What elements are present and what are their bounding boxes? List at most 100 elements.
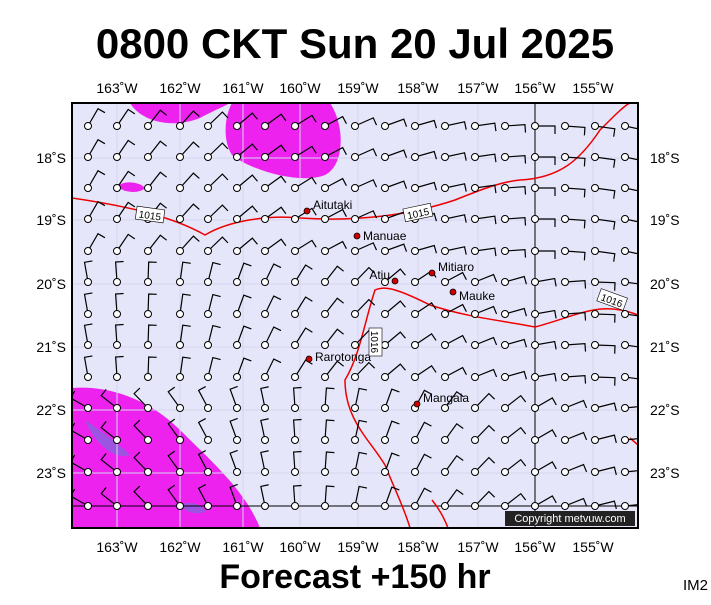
isobar-label-box xyxy=(402,202,434,223)
wind-barb xyxy=(100,453,118,473)
wind-station xyxy=(381,404,389,412)
place-dot xyxy=(353,232,361,240)
wind-station xyxy=(441,502,449,510)
wind-barb xyxy=(474,184,497,194)
wind-barb xyxy=(504,154,527,164)
wind-barb xyxy=(324,240,347,252)
lon-label-bottom: 157˚W xyxy=(457,539,499,555)
lon-label-top: 161˚W xyxy=(222,80,264,96)
wind-barb xyxy=(594,500,617,510)
wind-barb xyxy=(354,148,378,158)
wind-barb xyxy=(535,187,556,196)
wind-barb xyxy=(414,421,432,441)
wind-station xyxy=(233,341,241,349)
wind-barb xyxy=(147,109,167,127)
wind-station xyxy=(531,468,539,476)
wind-station xyxy=(261,341,269,349)
wind-barb xyxy=(354,361,376,378)
lon-label-top: 155˚W xyxy=(572,80,614,96)
wind-station xyxy=(291,247,299,255)
wind-station xyxy=(84,278,92,286)
wind-barb xyxy=(87,138,106,158)
wind-station xyxy=(381,341,389,349)
wind-barb xyxy=(324,419,335,441)
wind-barb xyxy=(114,292,124,315)
wind-barb xyxy=(504,426,527,441)
wind-station xyxy=(261,468,269,476)
wind-barb xyxy=(83,292,93,315)
wind-barb xyxy=(264,113,287,127)
wind-barb xyxy=(236,262,252,283)
wind-station xyxy=(411,153,419,161)
wind-station xyxy=(441,153,449,161)
wind-station xyxy=(381,153,389,161)
wind-station xyxy=(351,310,359,318)
lon-label-bottom: 160˚W xyxy=(279,539,321,555)
place-label: Mauke xyxy=(459,289,495,303)
wind-barb xyxy=(179,261,191,283)
wind-station xyxy=(591,502,599,510)
wind-barb xyxy=(264,206,287,220)
wind-barb xyxy=(87,200,106,220)
wind-barb xyxy=(444,390,464,409)
wind-barb xyxy=(100,487,118,507)
wind-barb xyxy=(292,418,302,441)
wind-barb xyxy=(534,309,557,319)
wind-station xyxy=(621,341,629,349)
wind-station xyxy=(591,404,599,412)
wind-station xyxy=(441,404,449,412)
wind-station xyxy=(321,278,329,286)
wind-station xyxy=(351,436,359,444)
forecast-label: Forecast +150 hr xyxy=(219,558,490,596)
lat-label-left: 18˚S xyxy=(36,150,66,166)
wind-station xyxy=(321,310,329,318)
place-dot xyxy=(305,355,313,363)
wind-station xyxy=(591,184,599,192)
wind-station xyxy=(471,341,479,349)
wind-barb xyxy=(229,385,238,409)
wind-barb xyxy=(116,170,136,189)
wind-station xyxy=(321,153,329,161)
wind-barb xyxy=(384,243,408,252)
wind-station xyxy=(176,184,184,192)
wind-barb xyxy=(444,422,464,441)
place-label: Atiu xyxy=(369,268,390,282)
map-layers xyxy=(72,103,638,528)
wind-barb xyxy=(414,181,438,191)
wind-barb xyxy=(594,187,616,199)
wind-barb xyxy=(236,112,258,127)
wind-station xyxy=(113,404,121,412)
wind-barb xyxy=(624,470,638,473)
wind-station xyxy=(176,373,184,381)
wind-station xyxy=(501,436,509,444)
wind-barb xyxy=(354,210,378,220)
wind-station xyxy=(321,341,329,349)
wind-station xyxy=(321,468,329,476)
wind-station xyxy=(381,122,389,130)
wind-station xyxy=(144,502,152,510)
wind-station xyxy=(204,184,212,192)
wind-station xyxy=(144,122,152,130)
wind-barb xyxy=(179,324,191,346)
wind-station xyxy=(261,404,269,412)
wind-station xyxy=(144,310,152,318)
wind-station xyxy=(261,122,269,130)
wind-barb xyxy=(197,386,209,409)
wind-station xyxy=(113,184,121,192)
wind-barb xyxy=(474,336,498,346)
wind-barb xyxy=(133,419,149,441)
wind-barb xyxy=(179,235,200,252)
wind-station xyxy=(144,468,152,476)
wind-barb xyxy=(236,237,258,252)
wind-station xyxy=(501,184,509,192)
wind-station xyxy=(233,153,241,161)
wind-barb xyxy=(444,183,467,192)
wind-barb xyxy=(564,431,588,441)
labels: 163˚W 163˚W 162˚W 162˚W 161˚W 161˚W 160˚W 160˚W… xyxy=(36,80,679,555)
wind-barb xyxy=(504,248,527,258)
wind-station xyxy=(531,215,539,223)
wind-station xyxy=(204,404,212,412)
wind-barb xyxy=(207,142,229,158)
wind-station xyxy=(84,404,92,412)
wind-station xyxy=(144,153,152,161)
